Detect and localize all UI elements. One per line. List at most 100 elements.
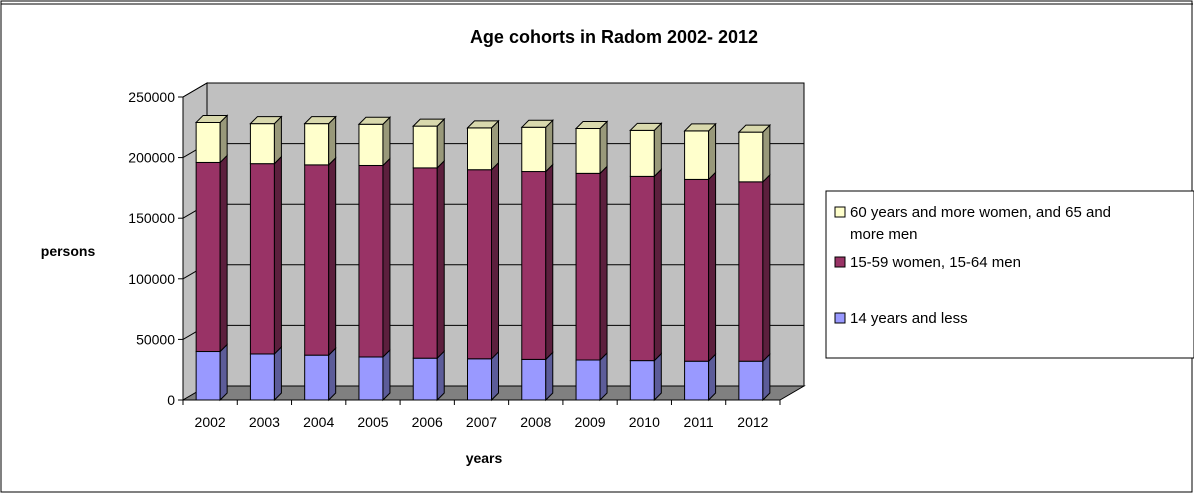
bar-top — [357, 116, 392, 125]
bar-side — [599, 120, 608, 175]
bar-side — [545, 163, 554, 361]
bar-side — [762, 173, 771, 363]
bar-60-years-and-more-women-and-65-and-more-men-2003 — [249, 123, 275, 165]
bar-60-years-and-more-women-and-65-and-more-men-2011 — [684, 130, 710, 180]
bar-side — [436, 349, 445, 402]
bar-side — [762, 353, 771, 402]
bar-60-years-and-more-women-and-65-and-more-men-2008 — [521, 126, 547, 173]
bar-side — [219, 114, 228, 164]
legend-swatch-1 — [834, 256, 846, 268]
bar-side — [599, 351, 608, 402]
bar-60-years-and-more-women-and-65-and-more-men-2006 — [412, 125, 438, 169]
x-tick-label-2005: 2005 — [357, 414, 388, 430]
bar-side — [382, 348, 391, 402]
chart-title: Age cohorts in Radom 2002- 2012 — [470, 27, 758, 47]
x-tick-label-2004: 2004 — [303, 414, 334, 430]
bar-side — [491, 350, 499, 402]
x-tick-label-2011: 2011 — [684, 414, 714, 430]
legend-label-0-1: more men — [850, 226, 918, 243]
bar-side — [762, 123, 771, 184]
bar-side — [436, 117, 445, 170]
bar-side — [273, 345, 282, 402]
bar-top — [737, 124, 772, 133]
legend-label-2-0: 14 years and less — [850, 310, 968, 327]
bar-15-59-women-15-64-men-2008 — [521, 171, 547, 360]
bar-side — [328, 346, 337, 402]
bar-14-years-and-less-2011 — [684, 360, 710, 401]
bar-side — [599, 165, 608, 362]
legend-box — [825, 190, 1194, 359]
x-tick-label-2008: 2008 — [520, 414, 551, 430]
bar-60-years-and-more-women-and-65-and-more-men-2004 — [304, 123, 330, 166]
bar-15-59-women-15-64-men-2011 — [684, 178, 710, 362]
x-tick-label-2007: 2007 — [466, 414, 497, 430]
bar-top — [303, 116, 337, 125]
legend-label-1-0: 15-59 women, 15-64 men — [850, 254, 1021, 271]
bar-60-years-and-more-women-and-65-and-more-men-2010 — [629, 129, 655, 177]
bar-60-years-and-more-women-and-65-and-more-men-2005 — [358, 123, 384, 166]
bar-14-years-and-less-2008 — [521, 358, 547, 401]
bar-60-years-and-more-women-and-65-and-more-men-2007 — [467, 127, 492, 171]
bar-14-years-and-less-2006 — [412, 357, 438, 401]
bar-15-59-women-15-64-men-2012 — [738, 181, 764, 362]
legend-swatch-0 — [834, 206, 846, 218]
y-tick-label: 200000 — [128, 150, 175, 166]
bar-top — [466, 120, 500, 129]
bar-side — [273, 155, 282, 356]
y-tick-label: 0 — [167, 392, 175, 408]
bar-top — [194, 114, 229, 123]
bar-top — [683, 123, 717, 132]
bar-side — [382, 157, 391, 359]
bar-14-years-and-less-2002 — [195, 351, 221, 401]
x-tick-label-2003: 2003 — [249, 414, 280, 430]
bar-side — [653, 352, 662, 402]
bar-14-years-and-less-2003 — [249, 353, 275, 401]
bar-side — [328, 156, 337, 357]
bar-60-years-and-more-women-and-65-and-more-men-2009 — [575, 128, 601, 174]
bar-side — [219, 154, 228, 353]
legend-swatch-2 — [834, 312, 846, 324]
bar-14-years-and-less-2004 — [304, 354, 330, 401]
bar-top — [574, 121, 609, 130]
bar-15-59-women-15-64-men-2003 — [249, 163, 275, 355]
bar-side — [491, 161, 499, 360]
bar-side — [328, 115, 337, 167]
bar-15-59-women-15-64-men-2006 — [412, 167, 438, 359]
bar-side — [708, 353, 717, 402]
bar-side — [273, 115, 282, 165]
x-tick-label-2006: 2006 — [412, 414, 443, 430]
x-tick-label-2009: 2009 — [574, 414, 605, 430]
x-tick-label-2010: 2010 — [629, 414, 660, 430]
bar-14-years-and-less-2009 — [575, 359, 601, 401]
bar-side — [219, 343, 228, 402]
bar-side — [491, 119, 499, 171]
bar-side — [653, 122, 662, 178]
y-tick-label: 100000 — [128, 271, 175, 287]
bar-15-59-women-15-64-men-2005 — [358, 164, 384, 358]
bar-15-59-women-15-64-men-2009 — [575, 172, 601, 361]
bar-14-years-and-less-2012 — [738, 360, 764, 401]
bar-60-years-and-more-women-and-65-and-more-men-2012 — [738, 131, 764, 183]
bar-14-years-and-less-2005 — [358, 356, 384, 401]
bar-14-years-and-less-2010 — [629, 360, 655, 401]
bar-14-years-and-less-2007 — [467, 358, 492, 401]
bar-side — [708, 122, 717, 181]
y-axis-title: persons — [41, 243, 96, 259]
gridline-side — [182, 82, 208, 98]
bar-side — [436, 159, 445, 360]
bar-side — [653, 168, 662, 362]
bar-side — [708, 171, 717, 363]
y-tick-label: 250000 — [128, 89, 175, 105]
x-axis-title: years — [466, 450, 503, 466]
bar-side — [545, 119, 554, 173]
y-tick-label: 150000 — [128, 210, 175, 226]
bar-15-59-women-15-64-men-2010 — [629, 175, 655, 362]
bar-15-59-women-15-64-men-2007 — [467, 169, 492, 360]
bar-top — [249, 116, 283, 125]
bar-top — [629, 122, 663, 131]
y-tick-label: 50000 — [136, 331, 175, 347]
x-tick-label-2012: 2012 — [737, 414, 768, 430]
bar-15-59-women-15-64-men-2002 — [195, 161, 221, 353]
